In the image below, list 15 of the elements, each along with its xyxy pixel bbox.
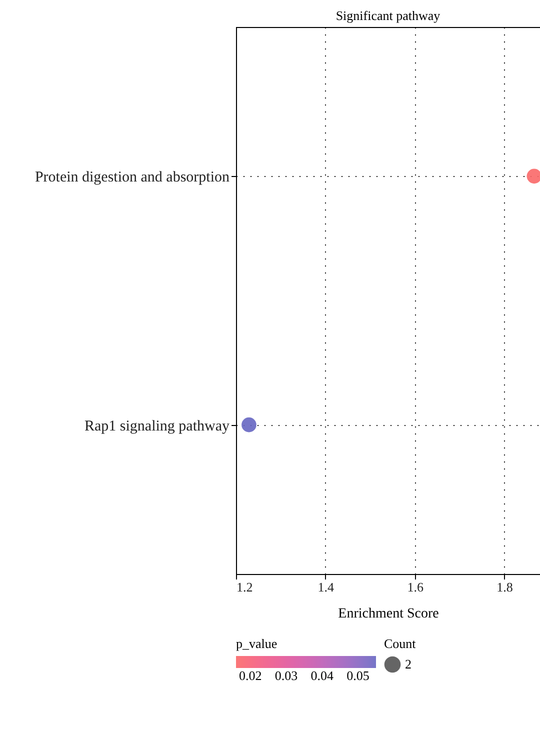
chart-title: Significant pathway — [336, 8, 441, 23]
color-bar-label: 0.03 — [274, 668, 298, 683]
legend-title: Count — [384, 636, 416, 651]
x-tick-label: 1.6 — [407, 580, 424, 594]
legend-label: 2 — [405, 656, 412, 672]
x-axis-title: Enrichment Score — [338, 606, 439, 622]
color-bar-label: 0.04 — [310, 668, 334, 683]
color-bar-label: 0.05 — [346, 668, 370, 683]
y-tick-label: Rap1 signaling pathway — [84, 418, 230, 434]
x-tick-label: 1.8 — [496, 580, 513, 594]
x-tick-label: 1.4 — [318, 580, 335, 594]
x-tick-label: 1.2 — [236, 580, 253, 594]
y-tick-label: Protein digestion and absorption — [34, 170, 230, 186]
color-bar-title: p_value — [236, 636, 278, 651]
color-bar-label: 0.02 — [238, 668, 262, 683]
